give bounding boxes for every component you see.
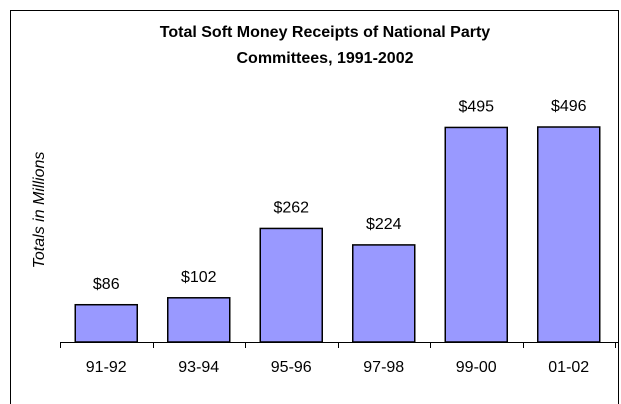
data-label: $496 bbox=[551, 98, 587, 115]
bar bbox=[167, 297, 231, 343]
x-tick-label: 99-00 bbox=[456, 359, 497, 376]
data-label: $495 bbox=[458, 99, 494, 116]
bar bbox=[444, 126, 508, 343]
data-label: $262 bbox=[273, 200, 309, 217]
x-tick-label: 01-02 bbox=[548, 359, 589, 376]
bar bbox=[74, 303, 138, 343]
data-label: $224 bbox=[366, 216, 402, 233]
x-tick-label: 93-94 bbox=[178, 359, 219, 376]
x-tick-label: 91-92 bbox=[86, 359, 127, 376]
bar bbox=[259, 227, 323, 343]
y-axis-label: Totals in Millions bbox=[31, 152, 48, 269]
data-label: $86 bbox=[93, 276, 120, 293]
data-label: $102 bbox=[181, 269, 217, 286]
x-tick-label: 95-96 bbox=[271, 359, 312, 376]
chart-border bbox=[10, 10, 619, 404]
chart-title: Total Soft Money Receipts of National Pa… bbox=[159, 24, 491, 67]
bar bbox=[537, 126, 601, 343]
x-tick-label: 97-98 bbox=[363, 359, 404, 376]
bar bbox=[352, 244, 416, 343]
